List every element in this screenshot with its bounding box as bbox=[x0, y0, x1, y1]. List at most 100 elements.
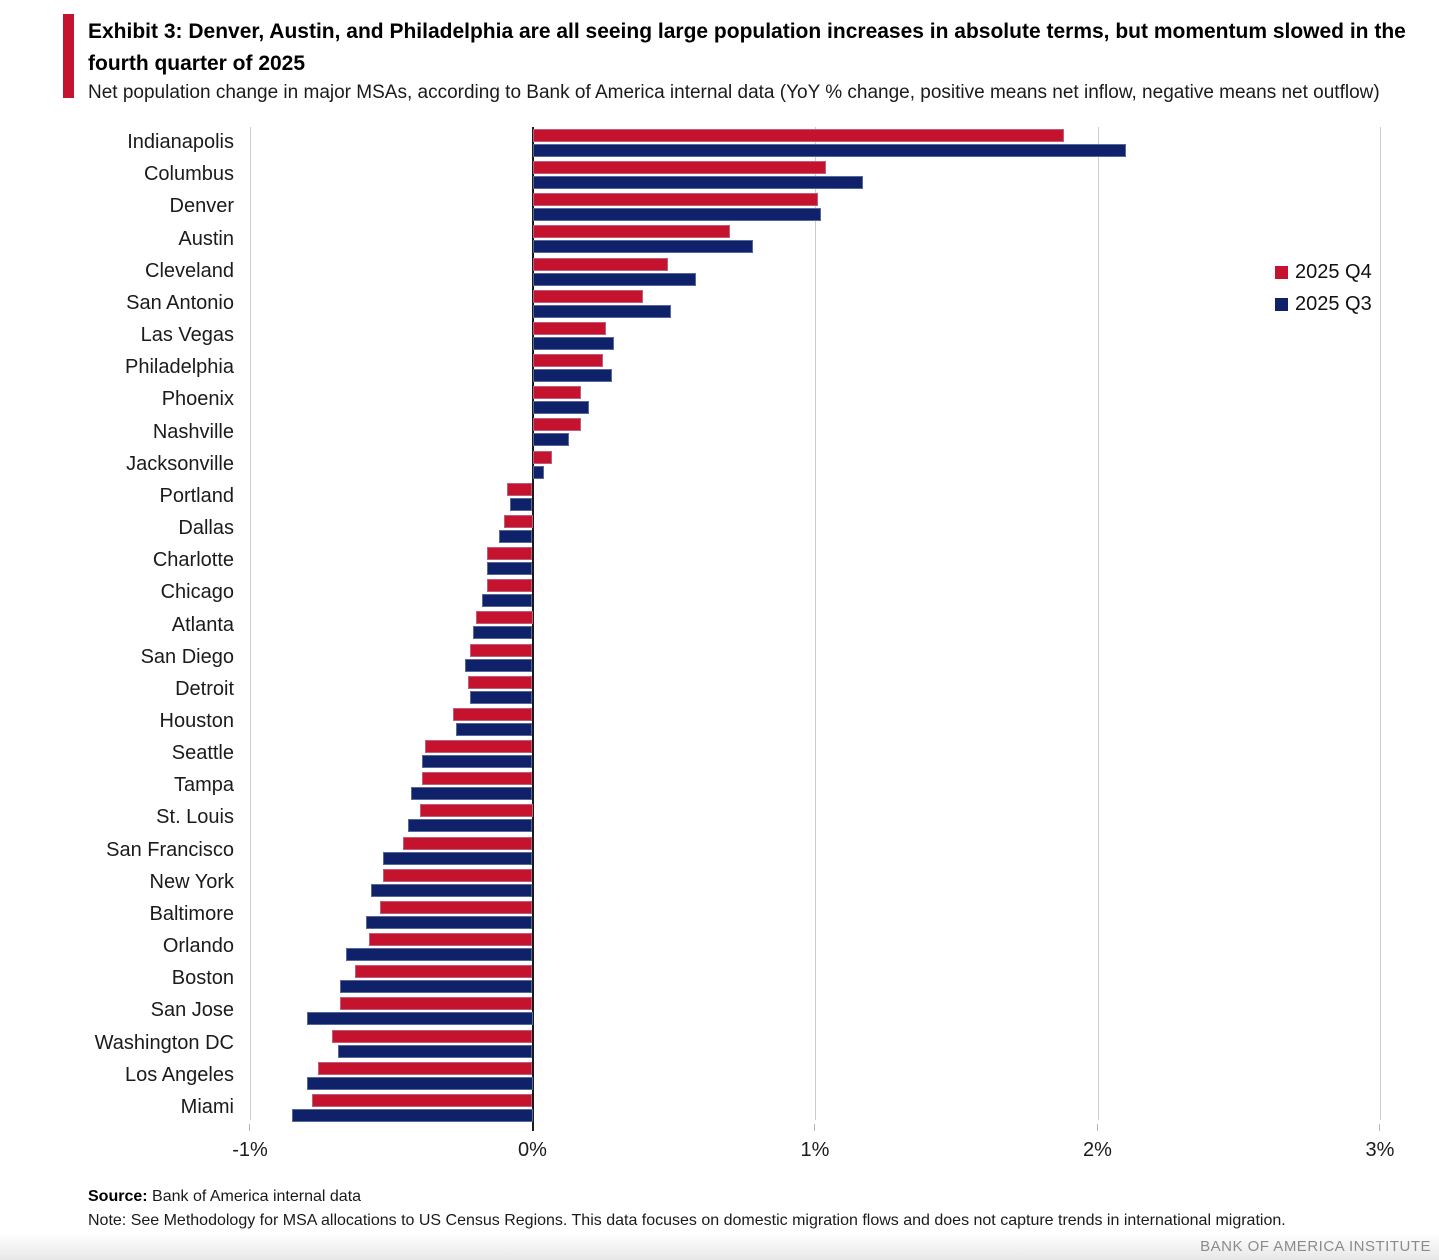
population-change-bar-chart: Indianapolis Columbus Denver Austin Clevelan… bbox=[0, 127, 1439, 1167]
bar-2025-q3 bbox=[487, 562, 533, 576]
gridline-1 bbox=[815, 127, 816, 1120]
x-axis-label-2: 2% bbox=[1083, 1139, 1112, 1161]
bar-2025-q3 bbox=[382, 851, 533, 865]
legend-label: 2025 Q3 bbox=[1295, 292, 1372, 315]
bar-2025-q3 bbox=[532, 208, 821, 222]
bar-2025-q4 bbox=[425, 740, 533, 754]
category-label: Columbus bbox=[143, 163, 234, 186]
category-label: Jacksonville bbox=[126, 452, 234, 475]
bar-2025-q3 bbox=[509, 497, 533, 511]
bar-2025-q3 bbox=[532, 272, 697, 286]
bar-2025-q4 bbox=[532, 257, 669, 271]
bar-2025-q3 bbox=[337, 1044, 533, 1058]
chart-row-san-diego bbox=[250, 642, 1380, 674]
category-label: Orlando bbox=[162, 935, 234, 958]
zero-axis-line bbox=[531, 127, 534, 1126]
bar-2025-q3 bbox=[470, 690, 533, 704]
plot-area bbox=[250, 127, 1381, 1126]
bar-2025-q4 bbox=[340, 997, 533, 1011]
bar-2025-q3 bbox=[532, 144, 1126, 157]
bar-2025-q4 bbox=[312, 1093, 533, 1107]
bar-2025-q4 bbox=[532, 161, 827, 175]
chart-row-dallas bbox=[250, 513, 1380, 545]
chart-row-chicago bbox=[250, 577, 1380, 609]
source-label: Source: bbox=[88, 1188, 148, 1205]
chart-row-st-louis bbox=[250, 802, 1380, 834]
bar-2025-q4 bbox=[382, 868, 533, 882]
bar-2025-q3 bbox=[292, 1108, 533, 1122]
category-label: Cleveland bbox=[145, 259, 234, 282]
bar-2025-q3 bbox=[532, 336, 615, 350]
bar-2025-q4 bbox=[532, 354, 604, 368]
tick--1 bbox=[249, 1124, 250, 1131]
category-label: Nashville bbox=[152, 420, 234, 443]
bar-2025-q4 bbox=[470, 643, 533, 657]
category-label: Indianapolis bbox=[127, 131, 234, 154]
chart-row-san-antonio bbox=[250, 288, 1380, 320]
bar-2025-q4 bbox=[422, 772, 533, 786]
category-label: San Diego bbox=[140, 645, 234, 668]
x-axis-label-0: 0% bbox=[518, 1139, 547, 1161]
bar-2025-q4 bbox=[532, 386, 581, 400]
chart-row-new-york bbox=[250, 867, 1380, 899]
x-axis-label--1: -1% bbox=[232, 1139, 268, 1161]
note-line: Note: See Methodology for MSA allocation… bbox=[88, 1212, 1286, 1229]
chart-row-cleveland bbox=[250, 256, 1380, 288]
bar-2025-q4 bbox=[368, 933, 533, 947]
bar-2025-q4 bbox=[476, 611, 533, 625]
bar-2025-q3 bbox=[371, 883, 533, 897]
chart-row-baltimore bbox=[250, 899, 1380, 931]
gridline-2 bbox=[1097, 127, 1099, 1120]
source-text: Bank of America internal data bbox=[147, 1188, 362, 1205]
category-label: Atlanta bbox=[171, 613, 234, 636]
bar-2025-q4 bbox=[507, 482, 533, 496]
gridline-3 bbox=[1380, 127, 1381, 1120]
chart-row-las-vegas bbox=[250, 320, 1380, 352]
category-label: Chicago bbox=[160, 581, 234, 604]
bar-2025-q3 bbox=[464, 658, 533, 672]
category-label: Austin bbox=[178, 227, 234, 250]
category-label: Boston bbox=[171, 967, 234, 990]
category-label: San Jose bbox=[150, 999, 234, 1022]
exhibit-title: Exhibit 3: Denver, Austin, and Philadelp… bbox=[88, 20, 1406, 75]
category-label: Philadelphia bbox=[125, 356, 234, 379]
source-line: Source: Bank of America internal data bbox=[88, 1188, 361, 1206]
bar-2025-q3 bbox=[365, 915, 533, 929]
bar-2025-q3 bbox=[498, 529, 533, 543]
bar-2025-q4 bbox=[453, 707, 533, 721]
bar-2025-q4 bbox=[504, 514, 533, 528]
bar-2025-q3 bbox=[532, 304, 671, 318]
bar-2025-q4 bbox=[419, 804, 533, 818]
category-label: San Francisco bbox=[106, 838, 234, 861]
bar-2025-q3 bbox=[532, 369, 612, 383]
category-label: Dallas bbox=[178, 517, 234, 540]
chart-row-tampa bbox=[250, 770, 1380, 802]
tick-3 bbox=[1379, 1124, 1380, 1131]
bar-2025-q4 bbox=[487, 547, 533, 561]
chart-row-indianapolis bbox=[250, 127, 1380, 159]
category-label: Miami bbox=[180, 1095, 234, 1118]
x-axis-ticks bbox=[249, 1124, 1380, 1132]
chart-row-orlando bbox=[250, 931, 1380, 963]
chart-row-boston bbox=[250, 963, 1380, 995]
category-label: Los Angeles bbox=[125, 1063, 234, 1086]
bar-2025-q3 bbox=[532, 433, 570, 447]
legend-label: 2025 Q4 bbox=[1295, 260, 1372, 283]
bar-2025-q4 bbox=[402, 836, 533, 850]
x-axis-label-3: 3% bbox=[1365, 1139, 1395, 1161]
category-label: Las Vegas bbox=[140, 324, 234, 347]
chart-row-austin bbox=[250, 223, 1380, 255]
bar-2025-q3 bbox=[532, 465, 544, 479]
bar-2025-q4 bbox=[379, 900, 533, 914]
bar-2025-q3 bbox=[532, 401, 589, 415]
bar-2025-q4 bbox=[487, 579, 533, 593]
category-label: Denver bbox=[169, 195, 234, 218]
bar-2025-q3 bbox=[408, 819, 533, 833]
bar-2025-q3 bbox=[473, 626, 533, 640]
chart-row-charlotte bbox=[250, 545, 1380, 577]
legend-swatch-icon bbox=[1275, 265, 1288, 279]
chart-row-seattle bbox=[250, 738, 1380, 770]
bar-2025-q3 bbox=[346, 948, 533, 962]
category-label: Detroit bbox=[175, 677, 234, 700]
